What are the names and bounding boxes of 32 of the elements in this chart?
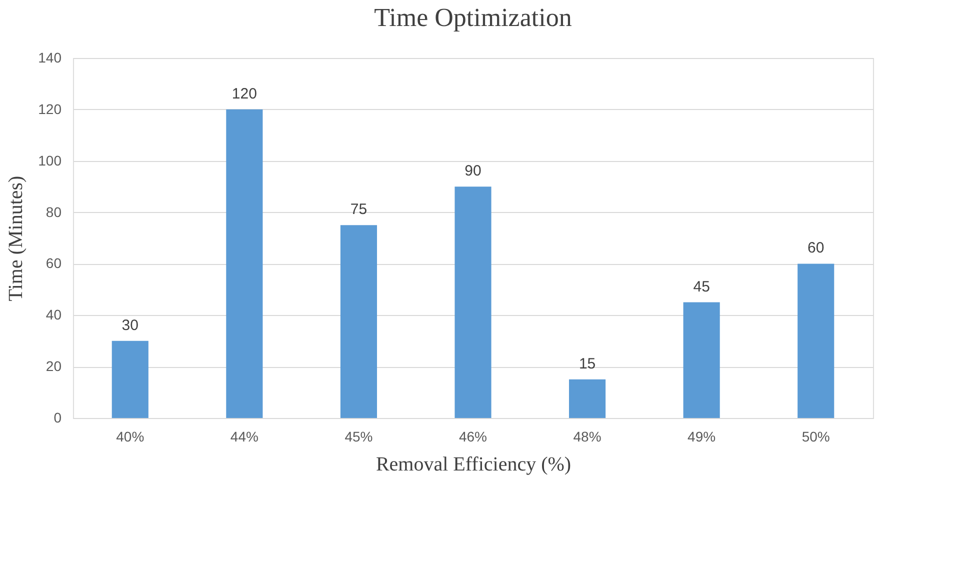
chart-title: Time Optimization [374,3,572,32]
x-tick-label: 48% [573,428,602,444]
data-label: 15 [578,355,596,372]
y-tick-label: 0 [54,410,62,426]
y-tick-label: 20 [46,358,62,374]
y-tick-label: 140 [38,50,62,66]
y-tick-label: 100 [38,152,62,168]
x-tick-label: 46% [458,428,488,444]
data-label: 90 [464,162,482,180]
data-label: 30 [122,316,138,334]
y-tick-label: 120 [38,100,62,117]
bar [226,109,263,418]
bar [569,379,606,418]
x-axis-title: Removal Efficiency (%) [376,454,572,476]
bar [340,225,377,418]
y-tick-label: 60 [46,255,62,272]
data-label: 45 [693,278,710,296]
x-tick-label: 49% [688,428,716,444]
bar [683,302,720,418]
y-axis-title: Time (Minutes) [5,176,28,302]
x-tick-label: 45% [344,428,373,444]
bar [454,186,492,418]
data-label: 120 [232,85,257,102]
x-tick-label: 44% [230,428,258,444]
bar [798,264,834,418]
x-tick-label: 40% [116,428,144,444]
data-label: 75 [350,201,368,218]
x-tick-label: 50% [802,428,830,444]
y-tick-label: 40 [46,306,62,323]
data-label: 60 [808,240,824,257]
y-tick-label: 80 [46,204,62,220]
bar [112,340,148,418]
